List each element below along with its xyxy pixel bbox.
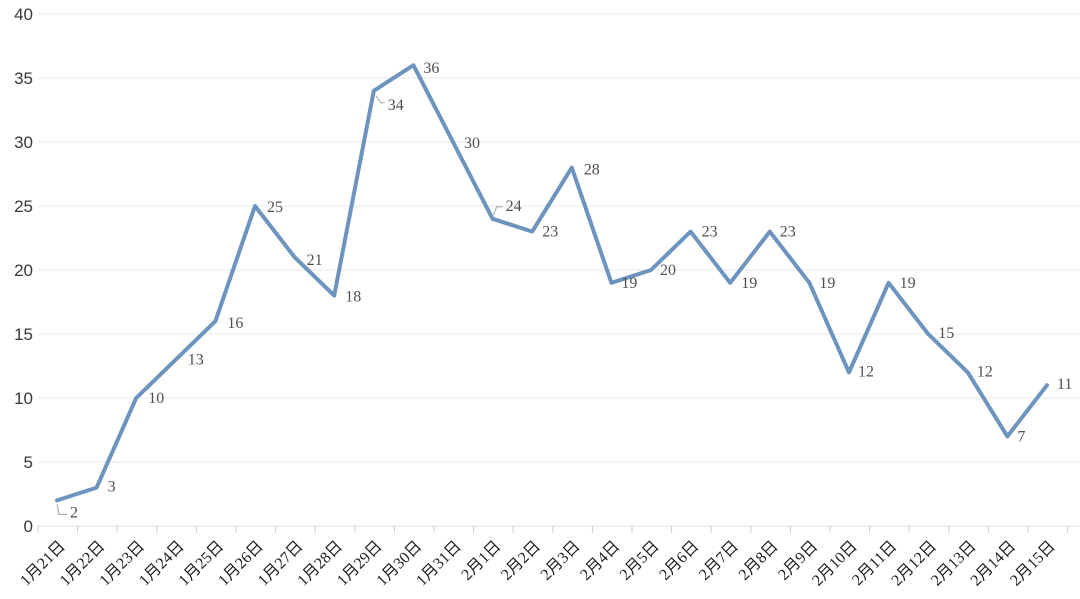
data-label-leader-line	[56, 504, 67, 515]
data-point-label: 19	[741, 275, 757, 292]
y-axis-tick-label: 35	[14, 69, 33, 88]
data-point-label: 24	[506, 198, 522, 215]
y-axis-tick-label: 30	[14, 133, 33, 152]
data-label-leader-line	[375, 95, 385, 104]
x-axis-category-label: 2月3日	[538, 538, 584, 584]
data-point-label: 3	[108, 479, 116, 496]
data-point-label: 21	[307, 252, 323, 269]
data-series-line	[55, 63, 1049, 503]
x-axis-category-label: 2月5日	[617, 538, 663, 584]
x-axis-category-label: 2月7日	[696, 538, 742, 584]
data-point-label: 19	[819, 275, 835, 292]
y-axis-tick-label: 5	[24, 453, 33, 472]
data-label-leader-line	[493, 206, 503, 215]
data-point-label: 28	[584, 162, 600, 179]
data-point-label: 23	[780, 224, 796, 241]
data-point-label: 18	[345, 289, 361, 306]
data-point-label: 34	[388, 97, 404, 114]
x-axis-category-label: 2月6日	[656, 538, 702, 584]
data-point-label: 2	[70, 504, 78, 521]
data-point-label: 12	[977, 363, 993, 380]
x-axis-category-label: 2月1日	[458, 538, 504, 584]
data-point-label: 7	[1017, 428, 1025, 445]
x-axis-category-label: 2月4日	[577, 538, 623, 584]
data-point-label: 23	[542, 224, 558, 241]
y-axis-tick-label: 25	[14, 197, 33, 216]
y-axis-tick-label: 20	[14, 261, 33, 280]
data-point-label: 16	[227, 315, 243, 332]
y-axis-tick-label: 40	[14, 5, 33, 24]
x-axis-category-label: 2月8日	[736, 538, 782, 584]
y-axis-tick-label: 15	[14, 325, 33, 344]
data-point-label: 23	[702, 224, 718, 241]
data-point-label: 36	[423, 60, 439, 77]
data-point-label: 20	[660, 262, 676, 279]
data-point-label: 13	[188, 352, 204, 369]
data-point-label: 12	[858, 363, 874, 380]
data-point-label: 19	[621, 275, 637, 292]
data-point-label: 15	[938, 325, 954, 342]
data-point-label: 19	[900, 275, 916, 292]
y-axis-tick-label: 10	[14, 389, 33, 408]
data-point-label: 10	[148, 390, 164, 407]
y-axis-tick-label: 0	[24, 517, 33, 536]
data-point-label: 25	[267, 199, 283, 216]
data-point-label: 30	[464, 135, 480, 152]
x-axis-category-label: 2月2日	[498, 538, 544, 584]
data-point-label: 11	[1057, 376, 1072, 393]
